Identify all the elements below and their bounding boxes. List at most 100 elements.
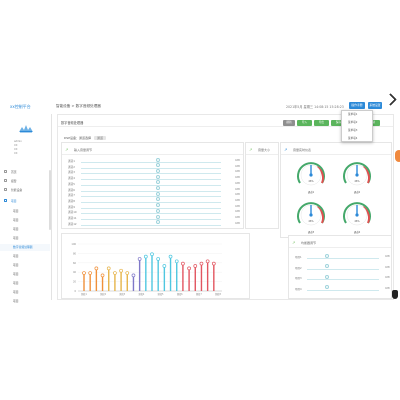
sidebar-item-label: 项目 xyxy=(11,199,17,203)
slider-knob[interactable] xyxy=(156,163,160,168)
slider-track[interactable] xyxy=(81,219,221,220)
dropdown-item[interactable]: 菜单项2 xyxy=(348,121,358,124)
device-icon xyxy=(4,199,7,203)
slider-track[interactable] xyxy=(81,179,221,181)
row-label: 通道10 xyxy=(68,211,77,215)
eq-row: 项目2 0dB xyxy=(293,264,393,273)
volume-row: 通道9 0dB xyxy=(66,203,245,212)
slider-knob[interactable] xyxy=(325,264,329,268)
bar xyxy=(151,255,153,291)
slider-track[interactable] xyxy=(81,167,221,169)
bar-knob xyxy=(131,273,136,278)
sidebar-subitem[interactable]: 项目 xyxy=(13,290,19,294)
panel-header: ↗ 输入音量调节 xyxy=(62,143,243,155)
slider-knob[interactable] xyxy=(325,285,329,289)
sidebar-subitem[interactable]: 项目 xyxy=(13,209,19,213)
slider-track[interactable] xyxy=(81,196,221,198)
sidebar-subitem[interactable]: 项目 xyxy=(13,272,19,276)
sidebar-item-label: 报警 xyxy=(11,179,17,183)
sidebar-subitem[interactable]: 项目 xyxy=(13,281,19,285)
sidebar-subitem[interactable]: 项目 xyxy=(13,236,19,240)
sidebar-item-home[interactable]: 首页 xyxy=(0,169,50,176)
y-tick-label: 100 xyxy=(71,243,76,246)
slider-knob[interactable] xyxy=(325,253,329,258)
slider-track[interactable] xyxy=(81,224,221,226)
export-button[interactable]: 导出 xyxy=(314,120,329,126)
slider-knob[interactable] xyxy=(156,180,160,185)
slider-track[interactable] xyxy=(81,162,221,163)
slider-track[interactable] xyxy=(81,173,221,175)
slider-knob[interactable] xyxy=(156,186,160,190)
y-tick-label: 20 xyxy=(73,281,77,284)
volume-row: 通道1 0dB xyxy=(66,157,245,166)
slider-knob[interactable] xyxy=(156,203,160,208)
sidebar-item-devices[interactable]: 项目 xyxy=(0,198,50,205)
row-value: 0dB xyxy=(235,164,240,168)
slider-track[interactable] xyxy=(307,289,379,291)
home-icon xyxy=(4,170,7,174)
settings-button[interactable]: 系统设置 xyxy=(368,102,382,109)
gauge-dial xyxy=(297,162,325,186)
bar xyxy=(83,274,85,291)
sidebar-subitem-dsp[interactable]: 数字音频处理器 xyxy=(0,244,50,251)
slider-knob[interactable] xyxy=(156,208,160,213)
sidebar-item-menu[interactable]: 智能设备 xyxy=(0,187,50,194)
import-button[interactable]: 导入 xyxy=(297,120,312,126)
manual-button[interactable]: 操作手册 xyxy=(349,102,365,109)
slider-track[interactable] xyxy=(81,190,221,192)
sidebar-scrollbar[interactable] xyxy=(49,170,51,230)
chart-icon: ↗ xyxy=(249,147,253,152)
gauge-label: 通道2 xyxy=(353,191,361,194)
dropdown-item[interactable]: 菜单项3 xyxy=(348,129,358,132)
float-tab-button[interactable] xyxy=(395,150,400,162)
dropdown-menu: 菜单项1 菜单项2 菜单项3 菜单项4 xyxy=(341,110,373,142)
bar-knob xyxy=(150,252,154,257)
dropdown-item[interactable]: 菜单项4 xyxy=(348,137,358,140)
sidebar-subitem[interactable]: 项目 xyxy=(13,263,19,267)
slider-track[interactable] xyxy=(307,258,379,259)
bar xyxy=(95,269,98,291)
slider-track[interactable] xyxy=(307,279,379,280)
bar-knob xyxy=(106,266,111,271)
bar-knob xyxy=(143,254,148,259)
panel-header: ↗ 音量实时仪表 xyxy=(281,143,391,155)
slider-knob[interactable] xyxy=(156,197,160,202)
slider-knob[interactable] xyxy=(156,168,160,173)
save-button[interactable]: 保存 xyxy=(331,120,346,126)
top-bar: xx控制平台 智能设备 > 数字音频处理器 2021年5月 星期三 14:08:… xyxy=(0,98,400,114)
row-value: 0dB xyxy=(385,276,390,279)
sidebar-subitem[interactable]: 项目 xyxy=(13,299,19,303)
slider-track[interactable] xyxy=(81,184,221,186)
dropdown-item[interactable]: 菜单项1 xyxy=(348,113,358,116)
sidebar-item-alarm[interactable]: 报警 xyxy=(0,178,50,185)
slider-knob[interactable] xyxy=(325,274,329,279)
grid-icon xyxy=(4,188,7,192)
row-label: 通道11 xyxy=(68,217,77,220)
bar xyxy=(89,274,91,291)
sidebar-subitem[interactable]: 项目 xyxy=(13,227,19,231)
cursor-icon xyxy=(392,290,398,299)
slider-track[interactable] xyxy=(81,213,221,215)
slider-track[interactable] xyxy=(307,268,379,270)
slider-knob[interactable] xyxy=(156,191,160,196)
slider-track[interactable] xyxy=(81,201,221,203)
channel-pill[interactable]: 通道 xyxy=(94,136,107,140)
panel-title: 均衡器调节 xyxy=(301,241,317,245)
bar-knob xyxy=(88,271,93,275)
sidebar-subitem[interactable]: 项目 xyxy=(13,254,19,258)
bar xyxy=(138,260,141,291)
slider-knob[interactable] xyxy=(156,174,160,179)
refresh-button[interactable]: 刷新 xyxy=(283,120,295,126)
row-value: 0dB xyxy=(235,193,240,197)
slider-knob[interactable] xyxy=(156,214,160,219)
x-tick-label: 频段2 xyxy=(100,292,106,296)
slider-knob[interactable] xyxy=(156,220,160,225)
row-value: 0dB xyxy=(235,187,240,191)
slider-knob[interactable] xyxy=(156,157,160,162)
slider-track[interactable] xyxy=(81,207,221,209)
sidebar-subitem[interactable]: 项目 xyxy=(13,218,19,222)
gauge-value: 46% xyxy=(354,180,360,183)
logo-icon xyxy=(19,125,33,133)
bar-knob xyxy=(119,268,123,273)
y-tick-label: 40 xyxy=(73,271,77,274)
